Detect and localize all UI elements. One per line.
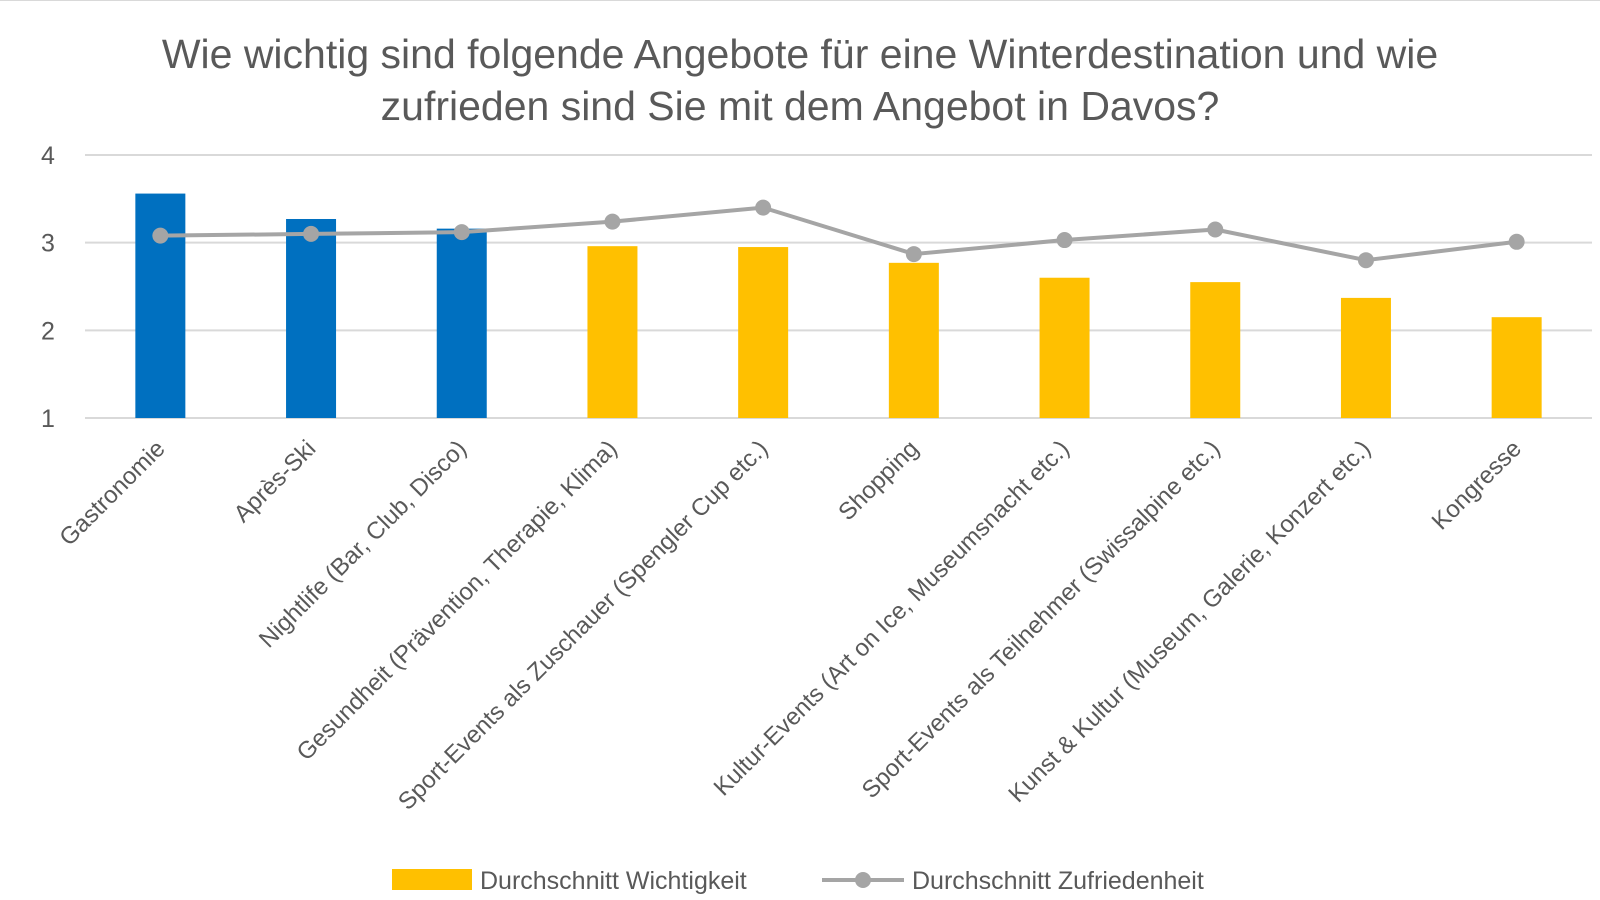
line-point-9 bbox=[1357, 252, 1374, 269]
bar-7 bbox=[1039, 277, 1090, 418]
x-tick-label: Après-Ski bbox=[229, 435, 322, 528]
legend-label-zufriedenheit: Durchschnitt Zufriedenheit bbox=[912, 867, 1204, 895]
x-tick-label: Gesundheit (Prävention, Therapie, Klima) bbox=[292, 435, 623, 766]
x-tick-label: Kongresse bbox=[1427, 435, 1527, 535]
legend-label-wichtigkeit: Durchschnitt Wichtigkeit bbox=[480, 867, 747, 895]
top-divider bbox=[0, 0, 1600, 1]
line-point-5 bbox=[755, 199, 772, 216]
line-point-2 bbox=[303, 225, 320, 242]
bar-10 bbox=[1491, 317, 1542, 418]
x-tick-label: Gastronomie bbox=[54, 435, 170, 551]
x-tick-label: Sport-Events als Teilnehmer (Swissalpine… bbox=[857, 435, 1226, 804]
bar-4 bbox=[587, 246, 638, 418]
y-tick-label: 2 bbox=[41, 317, 55, 345]
line-point-6 bbox=[905, 246, 922, 263]
line-point-1 bbox=[152, 227, 169, 244]
bar-6 bbox=[888, 262, 939, 418]
line-point-7 bbox=[1056, 232, 1073, 249]
bar-5 bbox=[738, 247, 789, 418]
x-tick-label: Kultur-Events (Art on Ice, Museumsnacht … bbox=[709, 435, 1075, 801]
y-tick-label: 1 bbox=[41, 405, 55, 433]
x-tick-label: Shopping bbox=[833, 435, 924, 526]
line-point-10 bbox=[1508, 233, 1525, 250]
line-point-3 bbox=[453, 224, 470, 241]
chart-title-line-1: Wie wichtig sind folgende Angebote für e… bbox=[161, 31, 1439, 77]
chart-title-line-2: zufrieden sind Sie mit dem Angebot in Da… bbox=[380, 83, 1220, 129]
bar-9 bbox=[1340, 297, 1391, 418]
y-tick-label: 3 bbox=[41, 230, 55, 258]
line-point-4 bbox=[604, 213, 621, 230]
y-tick-label: 4 bbox=[41, 142, 55, 170]
chart-title: Wie wichtig sind folgende Angebote für e… bbox=[0, 28, 1600, 132]
bar-3 bbox=[436, 228, 487, 418]
bar-8 bbox=[1190, 282, 1241, 418]
legend-swatch-wichtigkeit bbox=[392, 869, 472, 890]
bar-2 bbox=[286, 218, 337, 418]
line-point-8 bbox=[1207, 221, 1224, 238]
x-tick-label: Kunst & Kultur (Museum, Galerie, Konzert… bbox=[1003, 435, 1376, 808]
legend-marker-zufriedenheit bbox=[855, 872, 871, 888]
series-line-zufriedenheit bbox=[160, 205, 1517, 263]
bar-1 bbox=[135, 193, 186, 418]
